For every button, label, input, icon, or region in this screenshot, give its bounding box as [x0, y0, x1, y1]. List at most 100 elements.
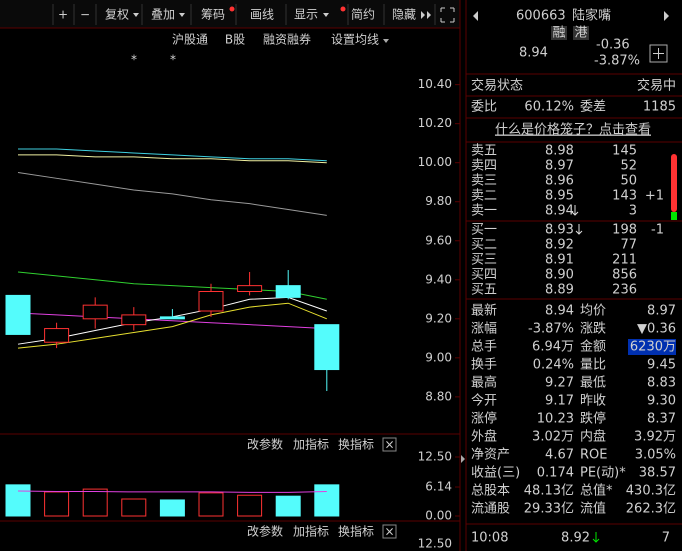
- highlight: [628, 339, 676, 355]
- sub-toolbar-item[interactable]: 设置均线: [331, 33, 379, 47]
- toolbar-button[interactable]: 筹码: [201, 8, 225, 22]
- stat-value: -3.87%: [528, 322, 574, 337]
- indicator-button[interactable]: 换指标: [338, 524, 374, 539]
- close-box[interactable]: [382, 437, 397, 452]
- toolbar-button[interactable]: 简约: [351, 7, 375, 22]
- stat-label: 金额: [580, 339, 606, 355]
- book-label: 买四: [471, 268, 497, 283]
- bid-ask-gauge-top: [671, 154, 677, 212]
- close-button[interactable]: ×: [384, 438, 394, 452]
- toolbar-button[interactable]: 复权: [105, 8, 129, 22]
- stat-label: 跌停: [580, 411, 606, 427]
- stock-name: 陆家嘴: [572, 8, 611, 24]
- candle-body: [121, 314, 147, 326]
- marker: *: [131, 53, 137, 67]
- dropdown-arrow: [133, 13, 139, 17]
- volume-ma: [17, 490, 327, 493]
- stock-code: 600663: [516, 9, 566, 24]
- down-arrow: [592, 532, 600, 543]
- commission-ratio: 60.12%: [524, 100, 574, 115]
- book-label: 买一: [471, 223, 497, 238]
- y-tick-label: 9.40: [425, 272, 452, 286]
- y-tick-label: 10.00: [418, 155, 452, 169]
- sub-toolbar-item[interactable]: 融资融券: [263, 32, 311, 47]
- y-tick-label: 12.50: [418, 537, 452, 551]
- volume-bar: [198, 492, 224, 517]
- volume-bar: [121, 498, 147, 517]
- candle-body: [159, 316, 185, 320]
- book-price: 8.96: [545, 174, 574, 189]
- stat-value: 0.174: [537, 466, 574, 481]
- prev-arrow[interactable]: [473, 11, 478, 21]
- book-volume: 198: [612, 223, 637, 238]
- close-box[interactable]: [382, 524, 397, 539]
- indicator-button[interactable]: 加指标: [293, 437, 329, 452]
- stat-label: 涨幅: [471, 322, 497, 337]
- stat-value: 8.94: [545, 304, 574, 319]
- stat-value: 6.94万: [532, 340, 574, 355]
- trade-price: 8.92: [561, 531, 590, 546]
- next-arrow[interactable]: [664, 11, 669, 21]
- price-cage-link[interactable]: 什么是价格笼子？点击查看: [495, 122, 651, 138]
- stat-value: 4.67: [545, 448, 574, 463]
- dropdown-arrow: [383, 39, 389, 43]
- indicator-button[interactable]: 加指标: [293, 524, 329, 539]
- book-price: 8.92: [545, 238, 574, 253]
- book-price: 8.94: [545, 204, 574, 219]
- toolbar-button[interactable]: 叠加: [151, 8, 175, 22]
- stat-label: 最新: [471, 303, 497, 319]
- stat-value: 8.83: [647, 376, 676, 391]
- down-arrow: [571, 205, 579, 216]
- stat-label: 总值*: [580, 483, 613, 499]
- add-watch[interactable]: [649, 44, 668, 63]
- collapse-handle[interactable]: [461, 455, 465, 463]
- candle-body: [237, 285, 263, 292]
- book-price: 8.95: [545, 189, 574, 204]
- dropdown-arrow: [323, 13, 329, 17]
- sub-toolbar-item[interactable]: B股: [225, 33, 245, 47]
- moving-average: [18, 154, 327, 164]
- stat-label: 收益(三): [471, 466, 520, 481]
- volume-bar: [159, 499, 185, 517]
- stat-label: 流通股: [471, 502, 510, 517]
- candle-body: [82, 304, 108, 320]
- toolbar-button[interactable]: −: [80, 8, 90, 22]
- stat-label: 净资产: [471, 448, 510, 463]
- stat-label: 换手: [471, 358, 497, 373]
- volume-bar: [82, 488, 108, 517]
- stat-label: 最高: [471, 375, 497, 391]
- fullscreen-icon[interactable]: [440, 7, 455, 23]
- trade-volume: 7: [662, 531, 670, 546]
- indicator-button[interactable]: 改参数: [247, 524, 283, 539]
- book-volume: 856: [612, 268, 637, 283]
- book-delta: -1: [651, 223, 664, 238]
- sub-toolbar-item[interactable]: 沪股通: [172, 33, 208, 47]
- book-price: 8.93: [545, 223, 574, 238]
- price-change: -0.36: [596, 38, 630, 53]
- commission-diff: 1185: [643, 100, 676, 115]
- stat-value: ▼0.36: [637, 322, 676, 337]
- stat-label: 量比: [580, 358, 606, 373]
- y-tick-label: 9.00: [425, 350, 452, 364]
- book-price: 8.91: [545, 253, 574, 268]
- candle-body: [198, 290, 224, 312]
- last-price: 8.94: [519, 46, 548, 61]
- stat-value: 38.57: [639, 466, 676, 481]
- y-tick-label: 9.60: [425, 233, 452, 247]
- stat-value: 3.92万: [634, 430, 676, 445]
- stat-value: 3.05%: [635, 448, 676, 463]
- commission-diff-label: 委差: [580, 100, 606, 115]
- indicator-button[interactable]: 换指标: [338, 437, 374, 452]
- y-tick-label: 10.40: [418, 77, 452, 91]
- toolbar-button[interactable]: 显示: [294, 8, 318, 22]
- close-button[interactable]: ×: [384, 525, 394, 539]
- book-volume: 52: [620, 159, 637, 174]
- price-change-pct: -3.87%: [594, 54, 640, 69]
- toolbar-button[interactable]: 画线: [250, 8, 274, 22]
- toolbar-button[interactable]: +: [58, 8, 68, 22]
- stat-value: 9.17: [545, 394, 574, 409]
- indicator-button[interactable]: 改参数: [247, 437, 283, 452]
- toolbar-button[interactable]: 隐藏: [392, 8, 416, 22]
